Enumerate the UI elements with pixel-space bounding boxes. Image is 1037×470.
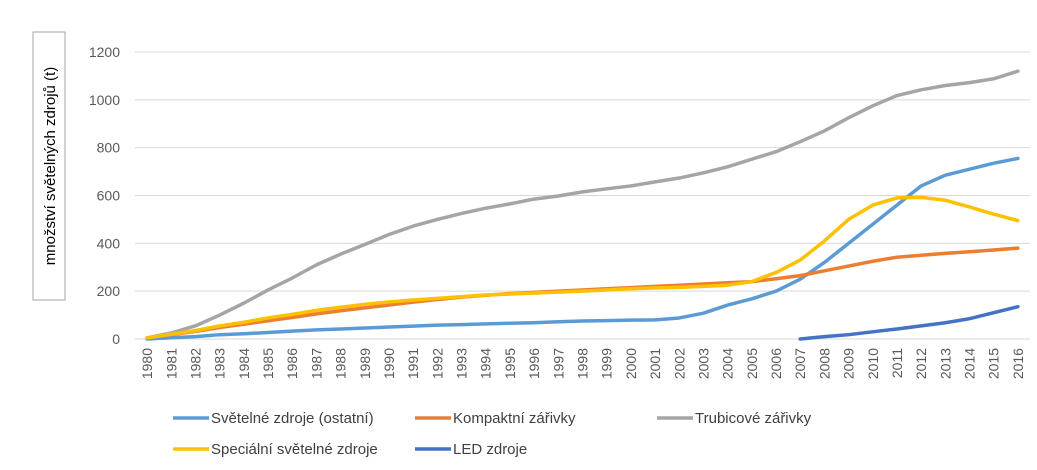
y-tick-label: 1200 <box>89 44 120 60</box>
y-tick-label: 1000 <box>89 92 120 108</box>
x-tick-label: 2000 <box>623 348 639 379</box>
x-tick-label: 2015 <box>986 348 1002 379</box>
x-tick-label: 2012 <box>913 348 929 379</box>
y-tick-label: 0 <box>112 331 120 347</box>
y-tick-label: 200 <box>97 283 121 299</box>
x-tick-label: 1991 <box>405 348 421 379</box>
y-axis-label: množství světelných zdrojů (t) <box>42 67 59 265</box>
series-line-1 <box>145 156 1020 341</box>
x-tick-label: 2014 <box>962 348 978 379</box>
x-tick-label: 1980 <box>139 348 155 379</box>
x-tick-label: 1989 <box>357 348 373 379</box>
gridlines <box>135 51 1030 340</box>
x-tick-label: 2010 <box>865 348 881 379</box>
x-tick-label: 1998 <box>575 348 591 379</box>
x-tick-label: 1995 <box>502 348 518 379</box>
legend-label: LED zdroje <box>453 441 527 458</box>
series-line-3 <box>145 69 1020 340</box>
x-tick-label: 1981 <box>163 348 179 379</box>
legend-label: Kompaktní zářivky <box>453 410 576 427</box>
x-tick-label: 2001 <box>647 348 663 379</box>
series-line-2 <box>145 246 1020 340</box>
x-tick-label: 1988 <box>333 348 349 379</box>
y-tick-label: 800 <box>97 140 121 156</box>
legend-label: Speciální světelné zdroje <box>211 441 378 458</box>
x-tick-label: 2003 <box>695 348 711 379</box>
x-tick-label: 2009 <box>841 348 857 379</box>
x-tick-label: 2006 <box>768 348 784 379</box>
x-tick-label: 1992 <box>429 348 445 379</box>
x-tick-label: 1982 <box>187 348 203 379</box>
x-tick-label: 2016 <box>1010 348 1026 379</box>
x-tick-label: 1985 <box>260 348 276 379</box>
series-lines <box>145 69 1020 341</box>
x-tick-label: 1990 <box>381 348 397 379</box>
legend-label: Světelné zdroje (ostatní) <box>211 410 374 427</box>
series-line-4 <box>145 195 1020 340</box>
x-tick-label: 1993 <box>454 348 470 379</box>
x-tick-labels: 1980 1981 1982 1983 1984 1985 1986 1987 1988 1989… <box>139 348 1026 379</box>
x-tick-label: 1999 <box>599 348 615 379</box>
x-tick-label: 1987 <box>308 348 324 379</box>
x-tick-label: 1984 <box>236 348 252 379</box>
x-tick-label: 1996 <box>526 348 542 379</box>
x-tick-label: 1983 <box>212 348 228 379</box>
x-tick-label: 2008 <box>816 348 832 379</box>
x-tick-label: 2013 <box>937 348 953 379</box>
x-tick-label: 2002 <box>671 348 687 379</box>
legend-label: Trubicové zářivky <box>695 410 812 427</box>
legend: Světelné zdroje (ostatní) Kompaktní zářiv… <box>173 410 812 458</box>
x-tick-label: 2005 <box>744 348 760 379</box>
x-tick-label: 2011 <box>889 348 905 378</box>
x-tick-label: 2004 <box>720 348 736 379</box>
y-tick-label: 400 <box>97 235 121 251</box>
y-axis-label-box <box>32 31 66 301</box>
x-tick-label: 1986 <box>284 348 300 379</box>
y-tick-labels: 0 200 400 600 800 1000 1200 <box>89 44 120 347</box>
series-line-5 <box>798 304 1020 341</box>
y-tick-label: 600 <box>97 188 121 204</box>
x-tick-label: 1997 <box>550 348 566 379</box>
x-tick-label: 2007 <box>792 348 808 379</box>
x-tick-label: 1994 <box>478 348 494 379</box>
